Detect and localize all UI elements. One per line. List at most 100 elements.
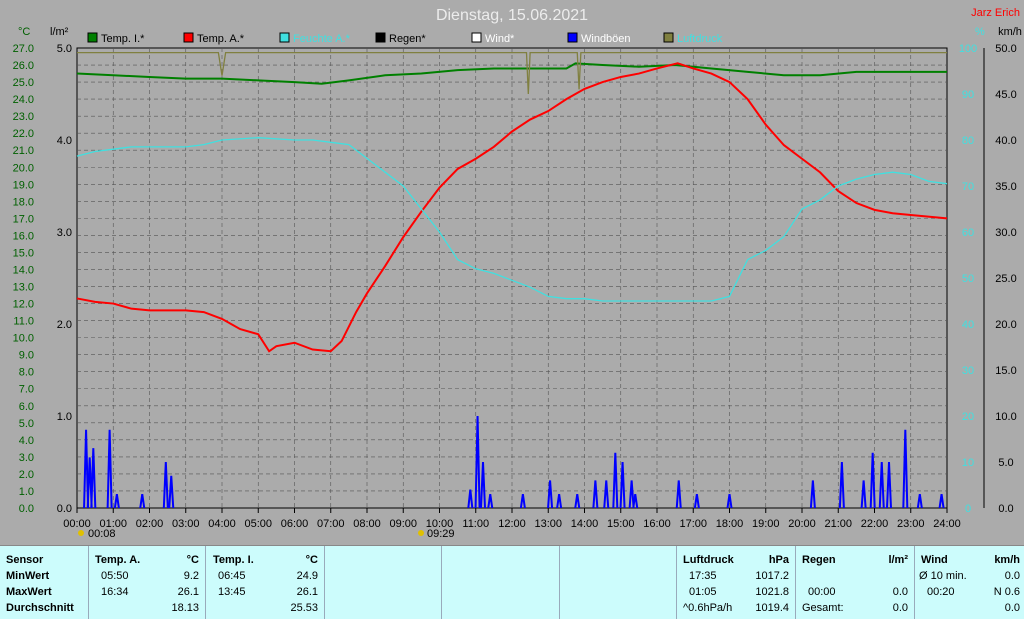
wind-tick-label: 25.0	[995, 273, 1016, 285]
temp-a-avg-value: 18.13	[171, 602, 199, 614]
wind-tick-label: 20.0	[995, 319, 1016, 331]
time-tick-label: 05:00	[244, 518, 272, 530]
temp-tick-label: 2.0	[19, 469, 34, 481]
time-tick-label: 06:00	[281, 518, 309, 530]
hum-tick-label: 90	[962, 89, 974, 101]
temp-tick-label: 26.0	[13, 60, 34, 72]
time-tick-label: 14:00	[571, 518, 599, 530]
windboen-spike	[487, 494, 494, 509]
sunset-icon	[418, 530, 424, 536]
col-empty-2	[441, 546, 560, 619]
y-axes: 0.0 1.0 2.0 3.0 4.0 5.0 6.0 7.0 8.0 9.0 10.0 11.0 12…	[13, 43, 1017, 515]
temp-tick-label: 8.0	[19, 367, 34, 379]
plot-area	[76, 47, 948, 509]
luftdruck-title: Luftdruck	[683, 554, 734, 566]
regen-title: Regen	[802, 554, 836, 566]
temp-tick-label: 21.0	[13, 145, 34, 157]
temp-tick-label: 1.0	[19, 486, 34, 498]
time-tick-label: 09:00	[389, 518, 417, 530]
windboen-spike	[480, 461, 486, 509]
temp-tick-label: 16.0	[13, 230, 34, 242]
legend-entry: Feuchte A.*	[293, 33, 351, 45]
wind-avg-day-value: 0.0	[1004, 602, 1020, 614]
row-label-avg: Durchschnitt	[6, 602, 74, 614]
row-label-max: MaxWert	[6, 586, 52, 598]
windboen-spike	[592, 480, 599, 509]
wind-tick-label: 10.0	[995, 411, 1016, 423]
hum-tick-label: 50	[962, 273, 974, 285]
time-tick-label: 01:00	[99, 518, 127, 530]
temp-tick-label: 14.0	[13, 264, 34, 276]
col-temp-i: Temp. I. °C 06:45 24.9 13:45 26.1 25.53	[205, 546, 325, 619]
luftdruck-trend: ^0.6hPa/h	[683, 602, 733, 614]
windboen-spike	[168, 475, 175, 509]
luftdruck-max-time: 01:05	[689, 586, 717, 598]
rain-unit-label: l/m²	[50, 26, 69, 38]
temp-tick-label: 9.0	[19, 350, 34, 362]
col-luftdruck: Luftdruck hPa 17:35 1017.2 01:05 1021.8 …	[676, 546, 796, 619]
temp-i-max-value: 26.1	[296, 586, 318, 598]
temp-tick-label: 4.0	[19, 435, 34, 447]
chart-legend: Temp. I.* Temp. A.* Feuchte A.* Regen* Wind*…	[87, 32, 723, 45]
col-wind: Wind km/h Ø 10 min. 0.0 00:20 N 0.6 0.0	[914, 546, 1024, 619]
legend-swatch	[567, 32, 578, 43]
col-empty-3	[559, 546, 677, 619]
legend-swatch	[663, 32, 674, 43]
temp-i-max-time: 13:45	[218, 586, 246, 598]
hum-unit-label: %	[975, 26, 985, 38]
legend-swatch	[183, 32, 194, 43]
legend-swatch	[375, 32, 386, 43]
luftdruck-unit: hPa	[768, 554, 789, 566]
windboen-spike	[675, 480, 682, 509]
series-line	[76, 137, 948, 302]
windboen-spike	[113, 494, 120, 509]
temp-a-min-time: 05:50	[101, 570, 129, 582]
windboen-spike	[886, 461, 892, 509]
luftdruck-max-value: 1021.8	[755, 586, 789, 598]
temp-tick-label: 10.0	[13, 333, 34, 345]
row-label-min: MinWert	[6, 570, 50, 582]
temp-tick-label: 18.0	[13, 196, 34, 208]
windboen-spike	[467, 489, 474, 509]
temp-a-unit: °C	[186, 554, 199, 566]
rain-tick-label: 4.0	[57, 135, 72, 147]
wind-tick-label: 0.0	[998, 503, 1013, 515]
temp-tick-label: 24.0	[13, 94, 34, 106]
time-tick-label: 16:00	[643, 518, 671, 530]
luftdruck-min-time: 17:35	[689, 570, 717, 582]
temp-tick-label: 7.0	[19, 384, 34, 396]
windboen-spike	[726, 494, 733, 509]
hum-tick-label: 60	[962, 227, 974, 239]
windboen-spike	[869, 452, 876, 509]
rain-tick-label: 2.0	[57, 319, 72, 331]
temp-i-min-time: 06:45	[218, 570, 246, 582]
regen-total-value: 0.0	[892, 602, 908, 614]
temp-i-unit: °C	[305, 554, 318, 566]
regen-max-value: 0.0	[892, 586, 908, 598]
hum-tick-label: 100	[959, 43, 977, 55]
legend-swatch	[471, 32, 482, 43]
time-tick-label: 10:00	[426, 518, 454, 530]
windboen-spike	[693, 494, 700, 509]
windboen-spike	[619, 461, 626, 509]
time-tick-label: 21:00	[824, 518, 852, 530]
temp-tick-label: 17.0	[13, 213, 34, 225]
sensor-title: Sensor	[6, 554, 44, 566]
temp-i-title: Temp. I.	[213, 554, 254, 566]
temp-tick-label: 13.0	[13, 282, 34, 294]
time-tick-label: 08:00	[353, 518, 381, 530]
hum-tick-label: 20	[962, 411, 974, 423]
rain-tick-label: 1.0	[57, 411, 72, 423]
time-tick-label: 19:00	[752, 518, 780, 530]
hum-tick-label: 10	[962, 457, 974, 469]
hum-tick-label: 40	[962, 319, 974, 331]
wind-tick-label: 50.0	[995, 43, 1016, 55]
rain-tick-label: 5.0	[57, 43, 72, 55]
temp-a-max-value: 26.1	[177, 586, 199, 598]
windboen-spike	[603, 480, 610, 509]
series-line	[76, 62, 948, 353]
col-empty-1	[324, 546, 442, 619]
windboen-spike	[838, 461, 845, 509]
regen-unit: l/m²	[888, 554, 908, 566]
temp-tick-label: 6.0	[19, 401, 34, 413]
